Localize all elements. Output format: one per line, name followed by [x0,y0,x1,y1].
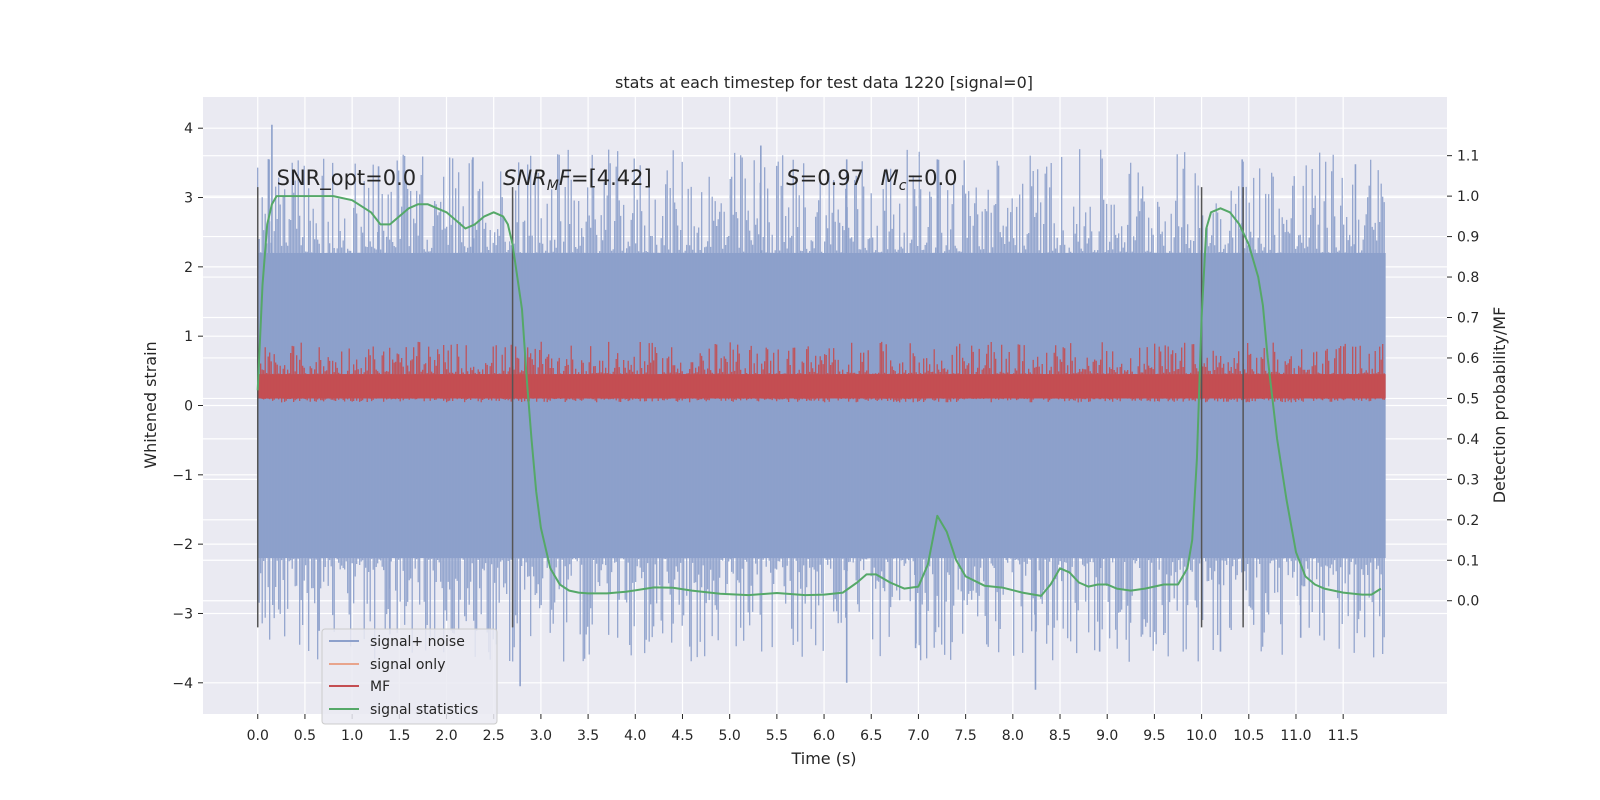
y-tick-label-0: 4 [184,121,193,137]
annotation-mc: Mc=0.0 [881,166,958,194]
x-tick-label-10: 5.0 [719,728,741,744]
legend-label-signal-noise: signal+ noise [370,634,465,650]
x-tick-label-11: 5.5 [766,728,788,744]
legend: signal+ noise signal only MF signal stat… [321,628,498,725]
y2-axis-ticks: 1.1 1.0 0.9 0.8 0.7 0.6 0.5 0.4 0.3 0.2 0.1 0.0 [1447,149,1479,610]
y-axis-ticks: 4 3 2 1 0 −1 −2 −3 −4 [172,121,203,692]
x-tick-label-1: 0.5 [294,728,316,744]
y-tick-label-5: −1 [172,468,193,484]
mf-series [257,341,1386,403]
y2-tick-label-8: 0.3 [1457,472,1479,488]
y2-tick-label-0: 1.1 [1457,149,1479,165]
x-tick-label-2: 1.0 [341,728,363,744]
y2-tick-label-3: 0.8 [1457,270,1479,286]
annotation-snr-opt: SNR_opt=0.0 [277,166,417,191]
x-tick-label-16: 8.0 [1002,728,1024,744]
annotation-snr-mf: SNRMF=[4.42] [503,166,652,194]
x-tick-label-12: 6.0 [813,728,835,744]
x-tick-label-14: 7.0 [907,728,929,744]
x-tick-label-21: 10.5 [1233,728,1264,744]
y2-tick-label-4: 0.7 [1457,311,1479,327]
x-tick-label-5: 2.5 [483,728,505,744]
signal-noise-series [257,124,1386,690]
x-tick-label-18: 9.0 [1096,728,1118,744]
annotation-s-stat: S=0.97 [786,166,864,190]
legend-label-signal-only: signal only [370,657,445,673]
x-axis-label: Time (s) [790,749,856,768]
y-tick-label-6: −2 [172,537,193,553]
legend-box [321,628,498,725]
x-tick-label-4: 2.0 [435,728,457,744]
y2-tick-label-2: 0.9 [1457,230,1479,246]
y2-axis-label: Detection probability/MF [1490,307,1509,504]
legend-label-signal-statistics: signal statistics [370,702,478,718]
y2-tick-label-11: 0.0 [1457,594,1479,610]
y-tick-label-1: 3 [184,191,193,207]
x-tick-label-6: 3.0 [530,728,552,744]
x-tick-label-13: 6.5 [860,728,882,744]
x-tick-label-23: 11.5 [1328,728,1359,744]
y-tick-label-4: 0 [184,399,193,415]
x-tick-label-0: 0.0 [247,728,269,744]
y-tick-label-7: −3 [172,606,193,622]
y2-tick-label-9: 0.2 [1457,513,1479,529]
y-axis-label: Whitened strain [141,341,160,468]
x-tick-label-8: 4.0 [624,728,646,744]
y2-tick-label-5: 0.6 [1457,351,1479,367]
y-tick-label-3: 1 [184,329,193,345]
y-tick-label-8: −4 [172,676,193,692]
x-tick-label-22: 11.0 [1280,728,1311,744]
y-tick-label-2: 2 [184,260,193,276]
chart-title: stats at each timestep for test data 122… [615,73,1033,92]
x-axis-ticks: 0.0 0.5 1.0 1.5 2.0 2.5 3.0 3.5 4.0 4.5 5.0 5.5 6.0 6… [247,714,1359,744]
x-tick-label-15: 7.5 [955,728,977,744]
x-tick-label-3: 1.5 [388,728,410,744]
x-tick-label-20: 10.0 [1186,728,1217,744]
y2-tick-label-1: 1.0 [1457,189,1479,205]
signal-statistics-line [256,195,1382,597]
y2-tick-label-7: 0.4 [1457,432,1479,448]
x-tick-label-19: 9.5 [1143,728,1165,744]
x-tick-label-7: 3.5 [577,728,599,744]
annotations: SNR_opt=0.0 SNRMF=[4.42] S=0.97 Mc=0.0 [277,166,958,194]
y2-tick-label-6: 0.5 [1457,391,1479,407]
y2-tick-label-10: 0.1 [1457,553,1479,569]
x-tick-label-9: 4.5 [671,728,693,744]
x-tick-label-17: 8.5 [1049,728,1071,744]
vertical-markers [256,187,1244,628]
signal-statistics-series [256,195,1382,597]
legend-label-mf: MF [370,679,390,695]
